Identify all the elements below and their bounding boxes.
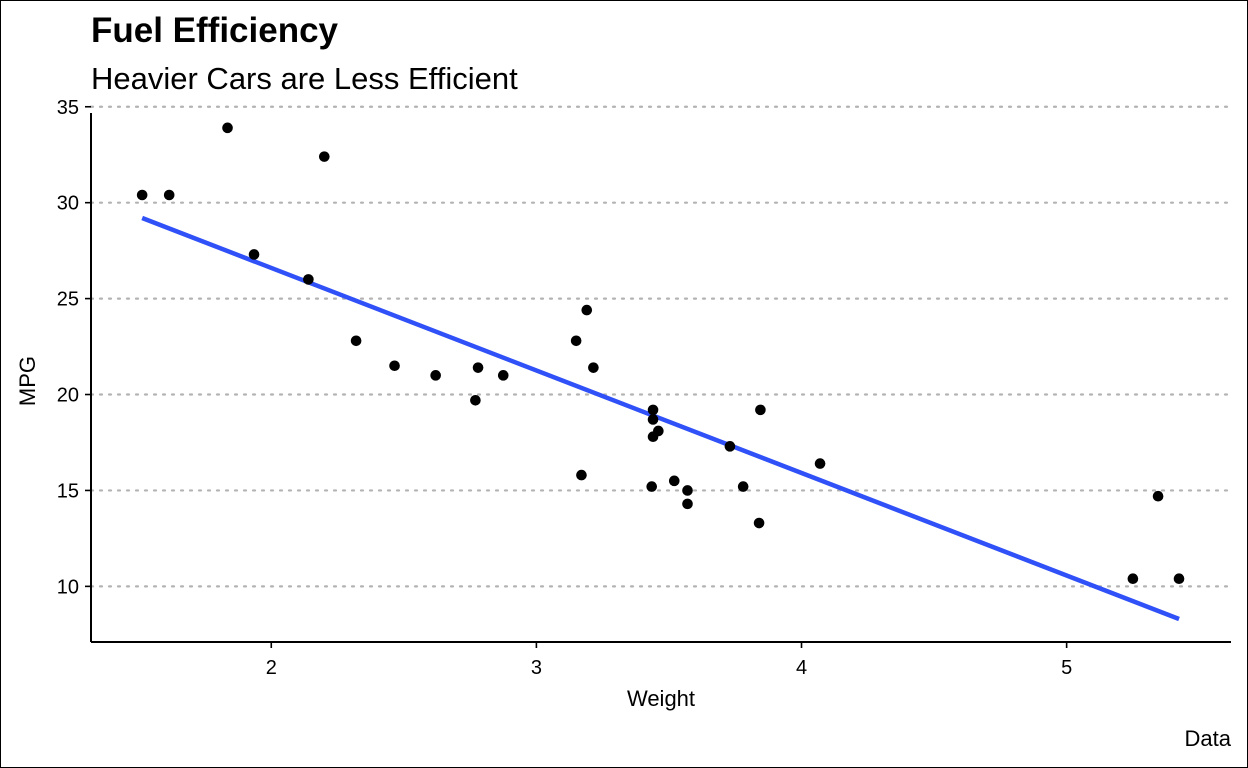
data-point	[350, 335, 362, 347]
data-point	[576, 469, 587, 481]
y-tick-label: 10	[57, 576, 79, 598]
x-axis-title: Weight	[627, 686, 695, 711]
data-point	[1127, 573, 1139, 584]
y-tick-label: 30	[57, 193, 79, 215]
data-point	[682, 485, 693, 496]
data-point	[570, 335, 582, 347]
gridlines	[89, 105, 1233, 588]
chart-caption: Data	[1184, 726, 1231, 751]
data-point	[163, 189, 175, 201]
data-point	[1173, 573, 1185, 584]
data-point	[588, 362, 599, 373]
trend-line-layer	[141, 215, 1180, 622]
data-point	[1152, 490, 1164, 502]
y-tick-label: 20	[57, 385, 79, 407]
data-points	[136, 122, 1185, 584]
x-tick-label: 5	[1061, 657, 1072, 679]
data-point	[724, 441, 736, 452]
chart-title: Fuel Efficiency	[91, 11, 339, 50]
x-tick-label: 3	[531, 657, 542, 679]
x-tick-label: 2	[266, 657, 277, 679]
y-tick-label: 15	[57, 480, 79, 502]
data-point	[497, 370, 509, 381]
data-point	[647, 414, 659, 425]
data-point	[647, 404, 659, 416]
data-point	[303, 274, 314, 285]
y-axis-title: MPG	[15, 356, 40, 406]
data-point	[682, 498, 693, 510]
data-point	[753, 517, 765, 529]
chart-subtitle: Heavier Cars are Less Efficient	[91, 61, 518, 96]
data-point	[737, 481, 749, 492]
data-point	[653, 425, 664, 437]
data-point	[581, 304, 593, 316]
data-point	[472, 362, 484, 373]
data-point	[668, 475, 680, 487]
axes: 10 15 20 25 30 35 2 3 4 5	[57, 97, 1231, 679]
data-point	[136, 189, 148, 201]
data-point	[389, 360, 400, 372]
data-point	[755, 404, 766, 416]
data-point	[248, 249, 260, 260]
y-tick-label: 25	[57, 289, 79, 311]
x-tick-label: 4	[796, 657, 807, 679]
data-point	[646, 481, 658, 492]
trend-line	[141, 215, 1180, 622]
data-point	[470, 394, 481, 406]
data-point	[222, 122, 233, 134]
data-point	[814, 458, 826, 469]
data-point	[430, 370, 441, 381]
y-tick-label: 35	[57, 97, 79, 119]
data-point	[319, 151, 330, 162]
